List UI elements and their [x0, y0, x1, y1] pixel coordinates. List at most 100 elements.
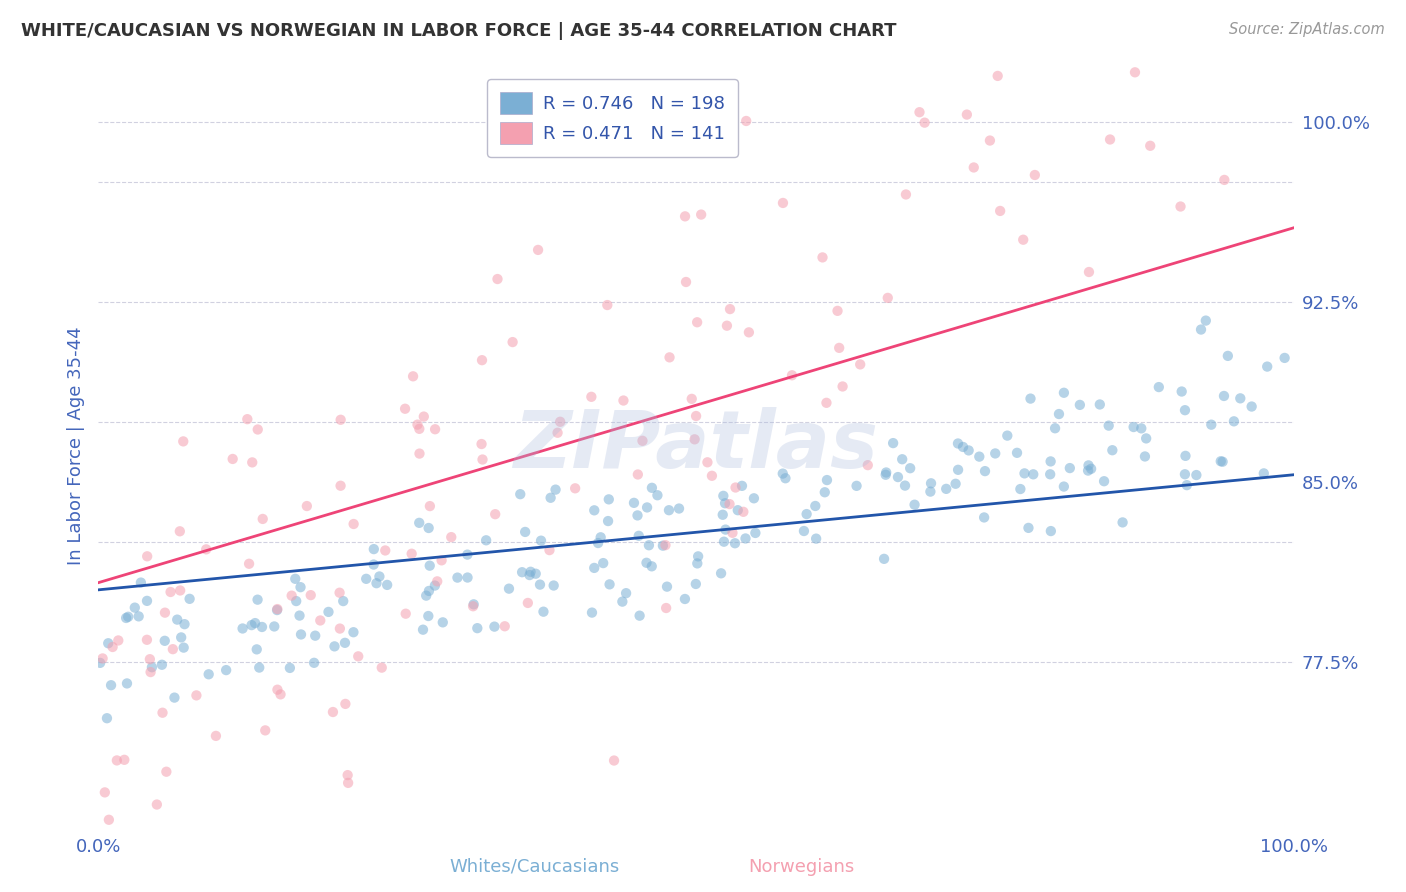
Text: Whites/Caucasians: Whites/Caucasians — [449, 858, 620, 876]
Point — [1135, 431, 1157, 445]
Point — [979, 134, 1001, 148]
Point — [418, 583, 440, 598]
Point — [946, 463, 969, 477]
Point — [343, 516, 366, 531]
Point — [107, 633, 129, 648]
Point — [718, 497, 741, 511]
Point — [1101, 443, 1123, 458]
Point — [408, 447, 430, 461]
Point — [1039, 454, 1062, 468]
Point — [592, 556, 614, 570]
Point — [969, 450, 991, 464]
Point — [1209, 454, 1232, 468]
Point — [302, 656, 325, 670]
Point — [696, 455, 718, 469]
Point — [100, 678, 122, 692]
Point — [686, 557, 709, 571]
Point — [690, 208, 713, 222]
Point — [440, 530, 463, 544]
Point — [263, 619, 285, 633]
Point — [408, 422, 430, 436]
Point — [309, 614, 332, 628]
Point — [710, 566, 733, 581]
Point — [685, 409, 707, 423]
Point — [796, 507, 818, 521]
Point — [240, 618, 263, 632]
Point — [658, 503, 681, 517]
Point — [876, 291, 898, 305]
Point — [1253, 467, 1275, 481]
Point — [470, 437, 492, 451]
Point — [412, 623, 434, 637]
Point — [529, 577, 551, 591]
Point — [516, 596, 538, 610]
Point — [956, 107, 979, 121]
Point — [716, 318, 738, 333]
Point — [1174, 403, 1197, 417]
Point — [236, 412, 259, 426]
Point — [336, 768, 359, 782]
Point — [456, 548, 478, 562]
Point — [721, 525, 744, 540]
Point — [681, 392, 703, 406]
Point — [530, 533, 553, 548]
Text: Source: ZipAtlas.com: Source: ZipAtlas.com — [1229, 22, 1385, 37]
Point — [1170, 200, 1192, 214]
Point — [173, 617, 195, 632]
Point — [973, 510, 995, 524]
Point — [475, 533, 498, 548]
Point — [945, 476, 967, 491]
Point — [1256, 359, 1278, 374]
Point — [136, 594, 159, 608]
Point — [166, 613, 188, 627]
Point — [484, 507, 506, 521]
Point — [688, 549, 710, 564]
Point — [423, 422, 446, 436]
Point — [519, 568, 541, 582]
Point — [1077, 458, 1099, 473]
Point — [375, 578, 398, 592]
Point — [727, 503, 749, 517]
Point — [335, 697, 357, 711]
Point — [831, 379, 853, 393]
Point — [1201, 417, 1223, 432]
Point — [329, 585, 352, 599]
Point — [354, 572, 377, 586]
Point — [419, 499, 441, 513]
Point — [1053, 479, 1076, 493]
Point — [581, 390, 603, 404]
Point — [957, 443, 980, 458]
Point — [583, 561, 606, 575]
Point — [734, 532, 756, 546]
Point — [627, 529, 650, 543]
Point — [1017, 521, 1039, 535]
Point — [323, 640, 346, 654]
Point — [952, 440, 974, 454]
Point — [238, 557, 260, 571]
Point — [1274, 351, 1296, 365]
Point — [136, 549, 159, 564]
Point — [744, 525, 766, 540]
Point — [246, 592, 269, 607]
Point — [636, 500, 658, 515]
Point — [152, 706, 174, 720]
Point — [247, 660, 270, 674]
Point — [176, 834, 198, 848]
Point — [117, 609, 139, 624]
Point — [599, 577, 621, 591]
Point — [1223, 414, 1246, 428]
Point — [284, 572, 307, 586]
Point — [655, 601, 678, 615]
Point — [641, 481, 664, 495]
Point — [97, 813, 120, 827]
Point — [1130, 421, 1153, 435]
Point — [1205, 6, 1227, 21]
Point — [515, 524, 537, 539]
Point — [205, 729, 228, 743]
Point — [1088, 397, 1111, 411]
Point — [612, 393, 634, 408]
Point — [914, 116, 936, 130]
Point — [793, 524, 815, 538]
Point — [333, 636, 356, 650]
Point — [731, 479, 754, 493]
